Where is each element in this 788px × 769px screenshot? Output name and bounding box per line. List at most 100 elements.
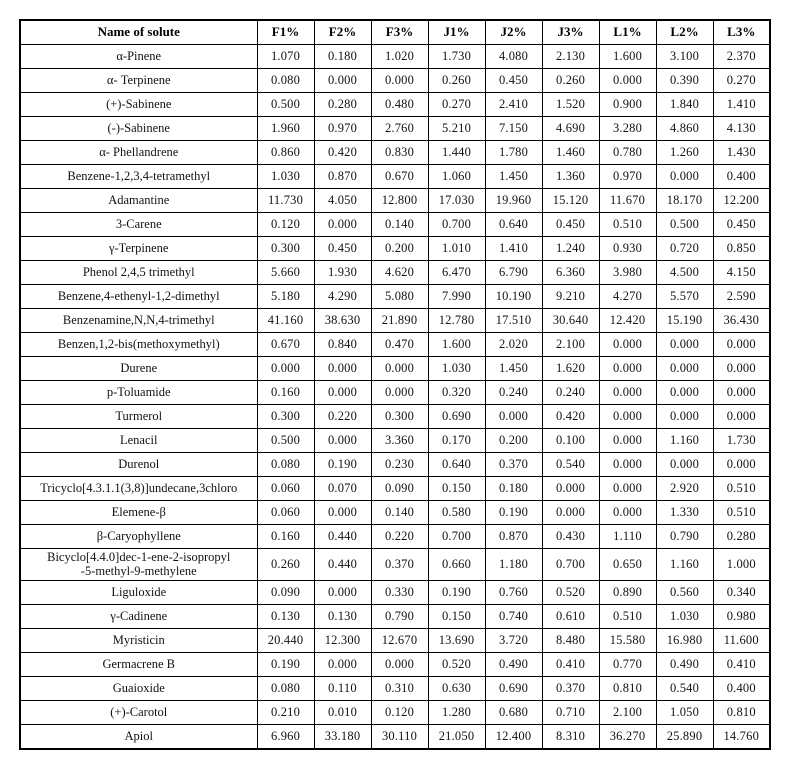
value-cell: 0.190 bbox=[427, 579, 486, 605]
solute-name-cell: (-)-Sabinene bbox=[19, 116, 258, 141]
solute-name-cell: Benzen,1,2-bis(methoxymethyl) bbox=[19, 332, 258, 357]
value-cell: 0.000 bbox=[598, 428, 657, 453]
value-cell: 0.440 bbox=[313, 524, 372, 549]
value-cell: 2.370 bbox=[712, 44, 771, 69]
column-header: L1% bbox=[598, 19, 657, 45]
value-cell: 0.000 bbox=[598, 452, 657, 477]
value-cell: 11.730 bbox=[256, 188, 315, 213]
value-cell: 0.720 bbox=[655, 236, 714, 261]
solute-name-cell: Apiol bbox=[19, 723, 258, 750]
solute-name-cell: Benzene-1,2,3,4-tetramethyl bbox=[19, 164, 258, 189]
value-cell: 4.290 bbox=[313, 284, 372, 309]
table-row: Turmerol 0.300 0.220 0.300 0.690 0.000 0.420 0.… bbox=[19, 404, 771, 429]
value-cell: 4.050 bbox=[313, 188, 372, 213]
value-cell: 0.120 bbox=[370, 699, 429, 725]
value-cell: 1.160 bbox=[655, 548, 714, 581]
header-row: Name of solute F1% F2% F3% J1% J2% J3% L1% L2% L3… bbox=[19, 19, 771, 45]
value-cell: 0.230 bbox=[370, 452, 429, 477]
solute-table: Name of solute F1% F2% F3% J1% J2% J3% L1% L2% L3… bbox=[19, 19, 771, 750]
table-row: α- Terpinene 0.080 0.000 0.000 0.260 0.450 0.2… bbox=[19, 68, 771, 93]
value-cell: 0.870 bbox=[484, 524, 543, 549]
value-cell: 0.100 bbox=[541, 428, 600, 453]
value-cell: 0.790 bbox=[655, 524, 714, 549]
value-cell: 3.980 bbox=[598, 260, 657, 285]
value-cell: 2.590 bbox=[712, 284, 771, 309]
value-cell: 0.000 bbox=[370, 68, 429, 93]
value-cell: 6.960 bbox=[256, 723, 315, 750]
value-cell: 1.010 bbox=[427, 236, 486, 261]
value-cell: 5.570 bbox=[655, 284, 714, 309]
value-cell: 1.110 bbox=[598, 524, 657, 549]
value-cell: 1.600 bbox=[427, 332, 486, 357]
value-cell: 1.440 bbox=[427, 140, 486, 165]
value-cell: 2.410 bbox=[484, 92, 543, 117]
value-cell: 0.270 bbox=[427, 92, 486, 117]
value-cell: 0.450 bbox=[313, 236, 372, 261]
table-row: Apiol 6.960 33.180 30.110 21.050 12.400 8.310 3… bbox=[19, 723, 771, 750]
table-row: 3-Carene 0.120 0.000 0.140 0.700 0.640 0.450 0.… bbox=[19, 212, 771, 237]
value-cell: 12.200 bbox=[712, 188, 771, 213]
value-cell: 0.000 bbox=[541, 476, 600, 501]
value-cell: 30.640 bbox=[541, 308, 600, 333]
value-cell: 0.000 bbox=[655, 404, 714, 429]
value-cell: 0.430 bbox=[541, 524, 600, 549]
value-cell: 8.480 bbox=[541, 627, 600, 653]
value-cell: 21.890 bbox=[370, 308, 429, 333]
value-cell: 0.170 bbox=[427, 428, 486, 453]
value-cell: 1.330 bbox=[655, 500, 714, 525]
value-cell: 1.060 bbox=[427, 164, 486, 189]
value-cell: 0.260 bbox=[427, 68, 486, 93]
value-cell: 1.030 bbox=[655, 603, 714, 629]
value-cell: 0.000 bbox=[655, 332, 714, 357]
value-cell: 1.840 bbox=[655, 92, 714, 117]
value-cell: 0.340 bbox=[712, 579, 771, 605]
value-cell: 0.850 bbox=[712, 236, 771, 261]
value-cell: 0.810 bbox=[712, 699, 771, 725]
table-row: (+)-Sabinene 0.500 0.280 0.480 0.270 2.410 1.5… bbox=[19, 92, 771, 117]
value-cell: 1.730 bbox=[712, 428, 771, 453]
value-cell: 1.070 bbox=[256, 44, 315, 69]
solute-name-cell: α- Phellandrene bbox=[19, 140, 258, 165]
value-cell: 1.000 bbox=[712, 548, 771, 581]
value-cell: 0.500 bbox=[256, 428, 315, 453]
value-cell: 6.360 bbox=[541, 260, 600, 285]
value-cell: 4.150 bbox=[712, 260, 771, 285]
value-cell: 0.220 bbox=[313, 404, 372, 429]
value-cell: 0.140 bbox=[370, 212, 429, 237]
table-row: Elemene-β 0.060 0.000 0.140 0.580 0.190 0.000 0… bbox=[19, 500, 771, 525]
value-cell: 0.810 bbox=[598, 675, 657, 701]
value-cell: 0.860 bbox=[256, 140, 315, 165]
value-cell: 0.000 bbox=[313, 651, 372, 677]
value-cell: 4.130 bbox=[712, 116, 771, 141]
value-cell: 1.360 bbox=[541, 164, 600, 189]
value-cell: 0.390 bbox=[655, 68, 714, 93]
value-cell: 0.900 bbox=[598, 92, 657, 117]
value-cell: 14.760 bbox=[712, 723, 771, 750]
value-cell: 0.090 bbox=[370, 476, 429, 501]
value-cell: 0.300 bbox=[256, 404, 315, 429]
table-row: α-Pinene 1.070 0.180 1.020 1.730 4.080 2.130 1.… bbox=[19, 44, 771, 69]
table-row: Bicyclo[4.4.0]dec-1-ene-2-isopropyl -5-m… bbox=[19, 548, 771, 581]
value-cell: 25.890 bbox=[655, 723, 714, 750]
solute-name-cell: p-Toluamide bbox=[19, 380, 258, 405]
value-cell: 4.500 bbox=[655, 260, 714, 285]
value-cell: 36.430 bbox=[712, 308, 771, 333]
value-cell: 0.000 bbox=[712, 452, 771, 477]
value-cell: 0.000 bbox=[313, 380, 372, 405]
table-row: α- Phellandrene 0.860 0.420 0.830 1.440 1.780… bbox=[19, 140, 771, 165]
table-row: Durenol 0.080 0.190 0.230 0.640 0.370 0.540 0.0… bbox=[19, 452, 771, 477]
value-cell: 0.980 bbox=[712, 603, 771, 629]
value-cell: 2.920 bbox=[655, 476, 714, 501]
value-cell: 8.310 bbox=[541, 723, 600, 750]
table-header: Name of solute F1% F2% F3% J1% J2% J3% L1% L2% L3… bbox=[19, 19, 771, 45]
value-cell: 0.510 bbox=[598, 603, 657, 629]
value-cell: 20.440 bbox=[256, 627, 315, 653]
table-row: Benzene,4-ethenyl-1,2-dimethyl 5.180 4.290… bbox=[19, 284, 771, 309]
value-cell: 0.770 bbox=[598, 651, 657, 677]
solute-name-cell: Elemene-β bbox=[19, 500, 258, 525]
table-body: α-Pinene 1.070 0.180 1.020 1.730 4.080 2.130 1.… bbox=[19, 44, 771, 750]
value-cell: 30.110 bbox=[370, 723, 429, 750]
value-cell: 11.600 bbox=[712, 627, 771, 653]
value-cell: 0.000 bbox=[370, 380, 429, 405]
value-cell: 0.780 bbox=[598, 140, 657, 165]
